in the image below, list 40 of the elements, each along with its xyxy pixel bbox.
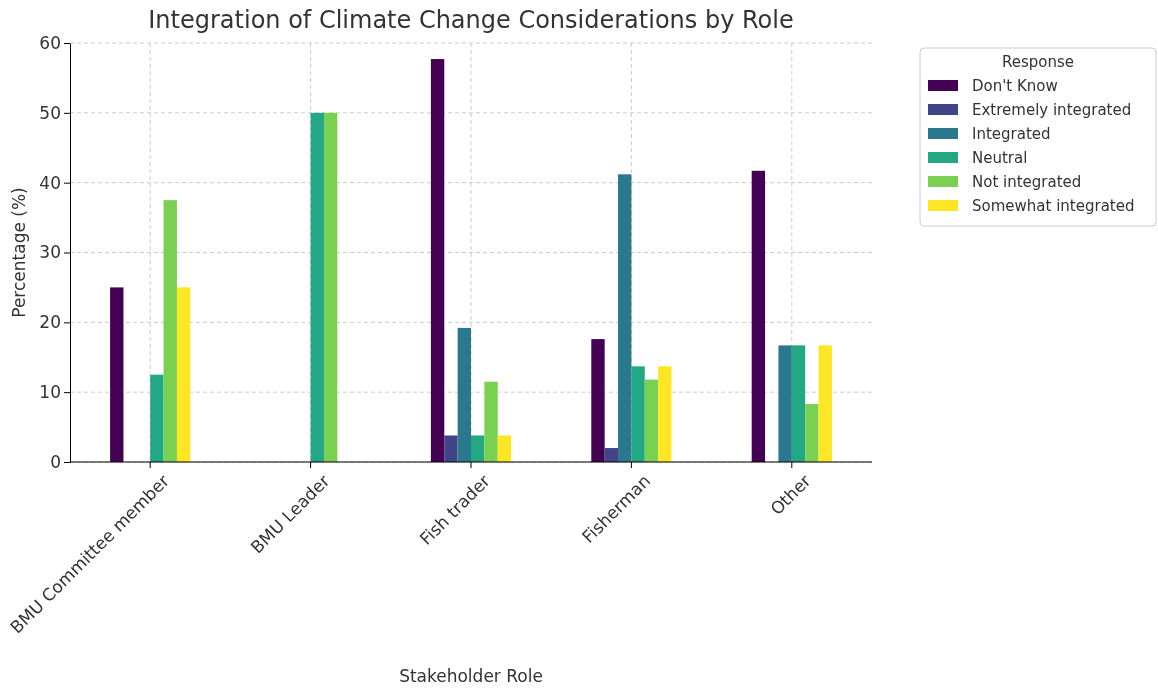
bar (430, 59, 445, 462)
bar (618, 174, 632, 462)
bar (457, 327, 471, 462)
x-axis-title: Stakeholder Role (399, 666, 543, 686)
y-tick-label: 10 (39, 382, 61, 403)
bar (471, 435, 485, 462)
bar (323, 112, 338, 462)
bar (591, 339, 605, 462)
legend-label: Neutral (972, 149, 1028, 167)
bar (644, 379, 659, 462)
chart-title: Integration of Climate Change Considerations by Role (148, 6, 794, 34)
bar (604, 448, 619, 462)
bar (497, 435, 512, 462)
y-tick-label: 20 (39, 312, 61, 333)
bar (791, 345, 806, 462)
y-tick-label: 50 (39, 102, 61, 123)
bar (778, 345, 792, 462)
bar (631, 366, 645, 462)
y-axis-title: Percentage (%) (9, 187, 29, 318)
legend-label: Don't Know (972, 77, 1058, 95)
bar (176, 287, 191, 462)
y-tick-label: 40 (39, 172, 61, 193)
legend-label: Extremely integrated (972, 101, 1132, 119)
y-tick-label: 0 (50, 451, 61, 472)
legend-title: Response (1001, 53, 1075, 71)
bar (818, 345, 832, 462)
bar (805, 404, 819, 462)
bar (444, 435, 458, 462)
y-tick-label: 60 (39, 32, 61, 53)
bar (163, 200, 177, 462)
bar (310, 112, 324, 462)
legend-label: Not integrated (972, 173, 1082, 191)
bar (150, 374, 164, 462)
bar (751, 170, 766, 462)
legend-label: Somewhat integrated (972, 197, 1135, 215)
bar (658, 366, 672, 462)
bar (484, 381, 498, 462)
legend-label: Integrated (972, 125, 1051, 143)
y-tick-label: 30 (39, 242, 61, 263)
bar (110, 287, 124, 462)
